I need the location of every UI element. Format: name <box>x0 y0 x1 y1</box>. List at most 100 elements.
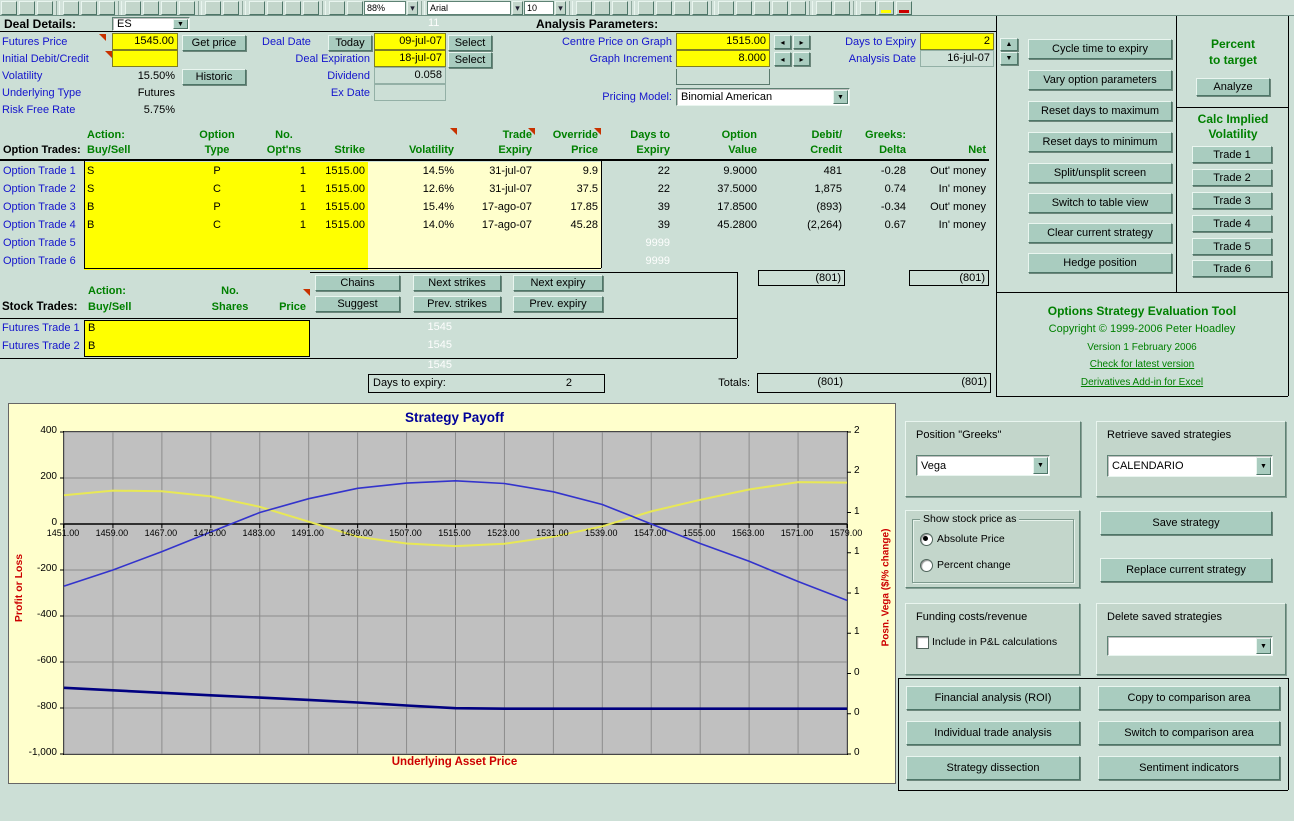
font-size-arrow-icon[interactable]: ▾ <box>555 1 566 15</box>
open-icon[interactable] <box>19 1 35 15</box>
sort-ascending-icon[interactable] <box>285 1 301 15</box>
strategy-dissection-button[interactable]: Strategy dissection <box>906 756 1080 780</box>
percent-change-radio[interactable] <box>920 559 933 572</box>
undo-icon[interactable] <box>205 1 221 15</box>
borders-icon[interactable] <box>860 1 876 15</box>
cell-qty[interactable]: 1 <box>259 198 309 216</box>
cell-action[interactable] <box>84 252 175 270</box>
chart-wizard-icon[interactable] <box>329 1 345 15</box>
cell-qty[interactable] <box>259 252 309 270</box>
hedge-position-button[interactable]: Hedge position <box>1028 253 1172 273</box>
initial-debit-input[interactable] <box>112 50 178 67</box>
cell-expiry[interactable]: 31-jul-07 <box>457 162 535 180</box>
futures-trade-2-action-input[interactable]: B <box>88 340 96 352</box>
days-to-expiry-input[interactable]: 2 <box>920 33 994 50</box>
centre-price-spin-up-icon[interactable]: ▸ <box>793 35 810 49</box>
sentiment-indicators-button[interactable]: Sentiment indicators <box>1098 756 1280 780</box>
calc-iv-trade-6-button[interactable]: Trade 6 <box>1192 260 1272 277</box>
calc-iv-trade-5-button[interactable]: Trade 5 <box>1192 238 1272 255</box>
cell-strike[interactable]: 1515.00 <box>309 162 368 180</box>
font-name-arrow-icon[interactable]: ▾ <box>512 1 523 15</box>
dividend-value[interactable]: 0.058 <box>374 67 446 84</box>
cell-type[interactable]: P <box>175 198 259 216</box>
calc-iv-trade-3-button[interactable]: Trade 3 <box>1192 192 1272 209</box>
historic-button[interactable]: Historic <box>182 69 246 85</box>
autosum-icon[interactable] <box>249 1 265 15</box>
derivatives-addin-link[interactable]: Derivatives Add-in for Excel <box>1080 377 1204 388</box>
calc-iv-trade-2-button[interactable]: Trade 2 <box>1192 169 1272 186</box>
next-expiry-button[interactable]: Next expiry <box>513 275 603 291</box>
redo-icon[interactable] <box>223 1 239 15</box>
futures-price-input[interactable]: 1545.00 <box>112 33 178 50</box>
cell-override[interactable]: 37.5 <box>535 180 601 198</box>
cell-expiry[interactable]: 17-ago-07 <box>457 216 535 234</box>
prev-expiry-button[interactable]: Prev. expiry <box>513 296 603 312</box>
zoom-dropdown-arrow-icon[interactable]: ▾ <box>407 1 418 15</box>
greeks-dropdown[interactable]: Vega ▼ <box>916 455 1050 476</box>
cell-expiry[interactable] <box>457 234 535 252</box>
cell-strike[interactable]: 1515.00 <box>309 198 368 216</box>
cell-type[interactable] <box>175 234 259 252</box>
bold-icon[interactable] <box>576 1 592 15</box>
increase-indent-icon[interactable] <box>834 1 850 15</box>
cell-override[interactable]: 17.85 <box>535 198 601 216</box>
cell-action[interactable] <box>84 234 175 252</box>
graph-increment-input[interactable]: 8.000 <box>676 50 770 67</box>
cell-strike[interactable]: 1515.00 <box>309 216 368 234</box>
individual-trade-analysis-button[interactable]: Individual trade analysis <box>906 721 1080 745</box>
absolute-price-radio[interactable] <box>920 533 933 546</box>
copy-to-comparison-button[interactable]: Copy to comparison area <box>1098 686 1280 710</box>
sort-descending-icon[interactable] <box>303 1 319 15</box>
new-document-icon[interactable] <box>1 1 17 15</box>
delete-dropdown-arrow-icon[interactable]: ▼ <box>1256 638 1271 654</box>
decrease-decimal-icon[interactable] <box>790 1 806 15</box>
reset-days-minimum-button[interactable]: Reset days to minimum <box>1028 132 1172 152</box>
include-pl-checkbox[interactable] <box>916 636 929 649</box>
spelling-icon[interactable] <box>99 1 115 15</box>
cell-override[interactable]: 45.28 <box>535 216 601 234</box>
pricing-model-dropdown[interactable]: Binomial American ▼ <box>676 88 850 106</box>
cell-override[interactable] <box>535 234 601 252</box>
deal-expiration-select-button[interactable]: Select <box>448 52 492 68</box>
cell-override[interactable] <box>535 252 601 270</box>
cell-type[interactable]: C <box>175 180 259 198</box>
calc-iv-trade-4-button[interactable]: Trade 4 <box>1192 215 1272 232</box>
fill-color-icon[interactable] <box>878 1 894 15</box>
pricing-model-arrow-icon[interactable]: ▼ <box>833 90 848 104</box>
print-icon[interactable] <box>63 1 79 15</box>
help-icon[interactable] <box>347 1 363 15</box>
cell-action[interactable]: B <box>84 198 175 216</box>
cell-action[interactable]: B <box>84 216 175 234</box>
cell-expiry[interactable] <box>457 252 535 270</box>
next-strikes-button[interactable]: Next strikes <box>413 275 501 291</box>
underline-icon[interactable] <box>612 1 628 15</box>
switch-to-table-view-button[interactable]: Switch to table view <box>1028 193 1172 213</box>
cell-type[interactable]: P <box>175 162 259 180</box>
get-price-button[interactable]: Get price <box>182 35 246 51</box>
vary-option-parameters-button[interactable]: Vary option parameters <box>1028 70 1172 90</box>
analyze-button[interactable]: Analyze <box>1196 78 1270 96</box>
font-color-icon[interactable] <box>896 1 912 15</box>
cell-strike[interactable] <box>309 234 368 252</box>
cell-type[interactable]: C <box>175 216 259 234</box>
cycle-time-to-expiry-button[interactable]: Cycle time to expiry <box>1028 39 1172 59</box>
save-strategy-button[interactable]: Save strategy <box>1100 511 1272 535</box>
centre-price-spin-down-icon[interactable]: ◂ <box>774 35 791 49</box>
check-latest-version-link[interactable]: Check for latest version <box>1089 359 1195 370</box>
symbol-dropdown[interactable]: ES ▼ <box>112 17 190 31</box>
format-painter-icon[interactable] <box>179 1 195 15</box>
cell-strike[interactable] <box>309 252 368 270</box>
merge-center-icon[interactable] <box>692 1 708 15</box>
print-preview-icon[interactable] <box>81 1 97 15</box>
cell-qty[interactable] <box>259 234 309 252</box>
centre-price-input[interactable]: 1515.00 <box>676 33 770 50</box>
today-button[interactable]: Today <box>328 35 372 51</box>
deal-date-input[interactable]: 09-jul-07 <box>374 33 446 50</box>
clear-current-strategy-button[interactable]: Clear current strategy <box>1028 223 1172 243</box>
comma-style-icon[interactable] <box>754 1 770 15</box>
align-center-icon[interactable] <box>656 1 672 15</box>
deal-expiration-input[interactable]: 18-jul-07 <box>374 50 446 67</box>
cell-qty[interactable]: 1 <box>259 216 309 234</box>
cell-expiry[interactable]: 31-jul-07 <box>457 180 535 198</box>
currency-icon[interactable] <box>718 1 734 15</box>
